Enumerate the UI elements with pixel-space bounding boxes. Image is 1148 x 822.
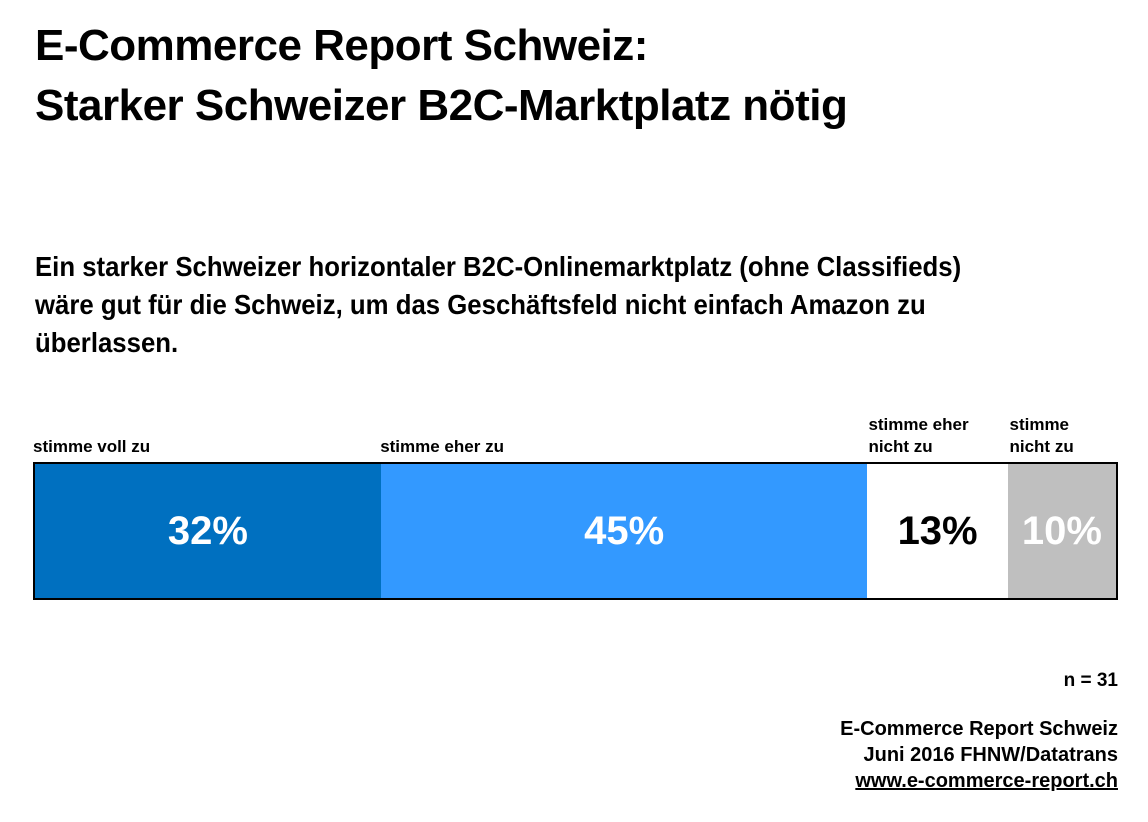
segment-label-3: stimme eher nicht zu [868, 415, 969, 456]
page-title: E-Commerce Report Schweiz: Starker Schwe… [35, 21, 848, 130]
footer-report-name: E-Commerce Report Schweiz [840, 718, 1118, 740]
bar-segment-3: 13% [867, 464, 1008, 598]
bar-segment-4: 10% [1007, 464, 1116, 598]
segment-labels: stimme voll zu stimme eher zu stimme eher … [33, 408, 1118, 462]
footer-link[interactable]: www.e-commerce-report.ch [855, 770, 1118, 792]
segment-label-4: stimme nicht zu [1009, 415, 1074, 456]
survey-question: Ein starker Schweizer horizontaler B2C-O… [35, 251, 962, 358]
footer: E-Commerce Report Schweiz Juni 2016 FHNW… [840, 716, 1118, 794]
footer-edition: Juni 2016 FHNW/Datatrans [863, 744, 1118, 766]
stacked-bar-chart: stimme voll zu stimme eher zu stimme eher … [33, 408, 1118, 600]
segment-label-1: stimme voll zu [33, 437, 151, 456]
bar-segment-1: 32% [35, 464, 381, 598]
bar-segment-2: 45% [380, 464, 868, 598]
sample-size: n = 31 [1063, 670, 1118, 691]
segment-label-2: stimme eher zu [380, 437, 504, 456]
stacked-bar: 32% 45% 13% 10% [33, 462, 1118, 600]
